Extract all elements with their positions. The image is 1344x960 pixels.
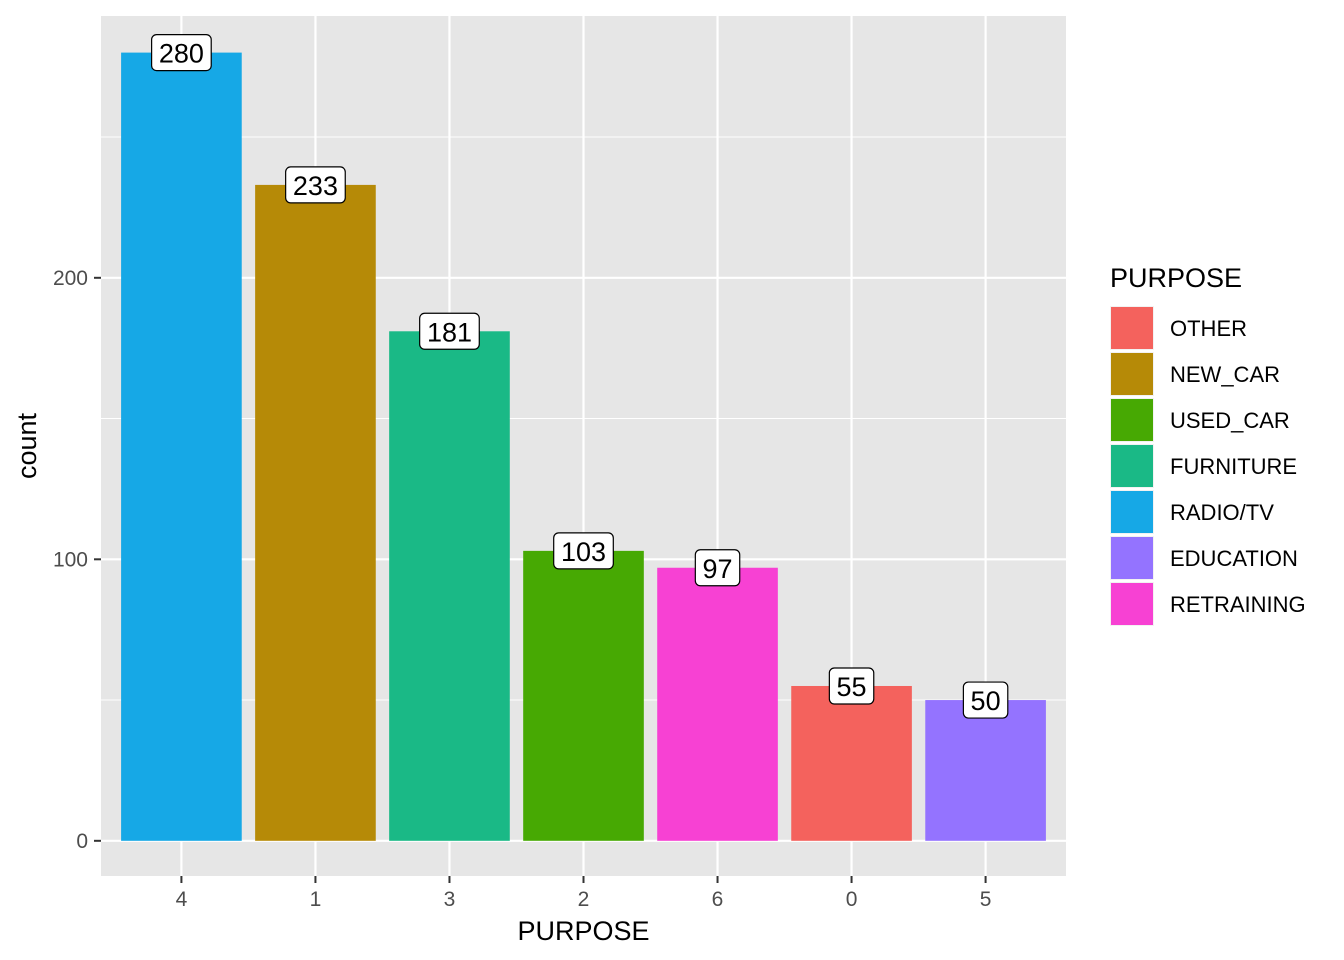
legend-entry: RETRAINING xyxy=(1110,582,1306,626)
legend-key-swatch xyxy=(1111,445,1153,487)
legend-key-swatch xyxy=(1111,537,1153,579)
x-tick-label: 5 xyxy=(980,888,992,911)
legend-label: FURNITURE xyxy=(1170,454,1297,479)
y-axis-title: count xyxy=(12,412,42,479)
legend-key-swatch xyxy=(1111,491,1153,533)
data-labels: 280 233 181 103 97 55 50 xyxy=(151,33,1009,719)
x-axis-title: PURPOSE xyxy=(517,916,649,946)
y-tick-label: 200 xyxy=(53,267,88,290)
legend-entry: EDUCATION xyxy=(1110,536,1298,580)
data-label-2: 103 xyxy=(553,532,614,570)
legend-key-swatch xyxy=(1111,583,1153,625)
legend-label: RETRAINING xyxy=(1170,592,1306,617)
x-tick-label: 2 xyxy=(578,888,590,911)
x-axis: 4 1 3 2 6 0 5 xyxy=(176,876,992,911)
y-tick-label: 0 xyxy=(76,830,88,853)
data-label-text: 55 xyxy=(837,672,867,702)
x-tick-label: 3 xyxy=(444,888,456,911)
data-label-text: 50 xyxy=(971,686,1001,716)
data-label-box xyxy=(553,532,614,570)
legend-title: PURPOSE xyxy=(1110,263,1242,293)
y-tick-label: 100 xyxy=(53,548,88,571)
data-label-5: 50 xyxy=(962,681,1009,719)
bar-1 xyxy=(255,184,376,841)
bar-2 xyxy=(523,550,644,841)
data-label-text: 103 xyxy=(561,537,606,567)
data-label-box xyxy=(419,312,480,350)
legend-label: EDUCATION xyxy=(1170,546,1298,571)
legend-label: OTHER xyxy=(1170,316,1247,341)
legend-label: RADIO/TV xyxy=(1170,500,1274,525)
data-label-box xyxy=(962,681,1009,719)
data-label-6: 97 xyxy=(694,549,741,587)
legend-key-swatch xyxy=(1111,353,1153,395)
data-label-text: 97 xyxy=(703,554,733,584)
bar-3 xyxy=(389,331,510,841)
data-label-1: 233 xyxy=(285,166,346,204)
legend-key-swatch xyxy=(1111,307,1153,349)
legend-label: USED_CAR xyxy=(1170,408,1290,433)
legend: PURPOSE OTHER NEW_CAR USED_CAR FURNITURE RAD… xyxy=(1110,263,1306,626)
x-tick-label: 1 xyxy=(310,888,322,911)
data-label-box xyxy=(151,33,212,72)
legend-key-swatch xyxy=(1111,399,1153,441)
x-tick-label: 0 xyxy=(846,888,858,911)
legend-entry: OTHER xyxy=(1110,306,1247,350)
data-label-text: 181 xyxy=(427,317,472,347)
data-label-text: 233 xyxy=(293,171,338,201)
data-label-box xyxy=(828,667,875,705)
legend-entry: RADIO/TV xyxy=(1110,490,1274,534)
y-axis: 0 100 200 xyxy=(53,267,101,853)
x-tick-label: 6 xyxy=(712,888,724,911)
data-label-3: 181 xyxy=(419,312,480,350)
legend-entry: USED_CAR xyxy=(1110,398,1290,442)
data-label-box xyxy=(694,549,741,587)
bars xyxy=(121,52,1046,841)
bar-6 xyxy=(657,567,778,841)
bar-5 xyxy=(925,700,1046,841)
data-label-4: 280 xyxy=(151,33,212,72)
data-label-text: 280 xyxy=(159,39,204,69)
legend-label: NEW_CAR xyxy=(1170,362,1280,387)
legend-entry: FURNITURE xyxy=(1110,444,1297,488)
data-label-box xyxy=(285,166,346,204)
x-tick-label: 4 xyxy=(176,888,188,911)
bar-4 xyxy=(121,52,242,841)
legend-entry: NEW_CAR xyxy=(1110,352,1280,396)
bar-0 xyxy=(791,685,912,841)
data-label-0: 55 xyxy=(828,667,875,705)
